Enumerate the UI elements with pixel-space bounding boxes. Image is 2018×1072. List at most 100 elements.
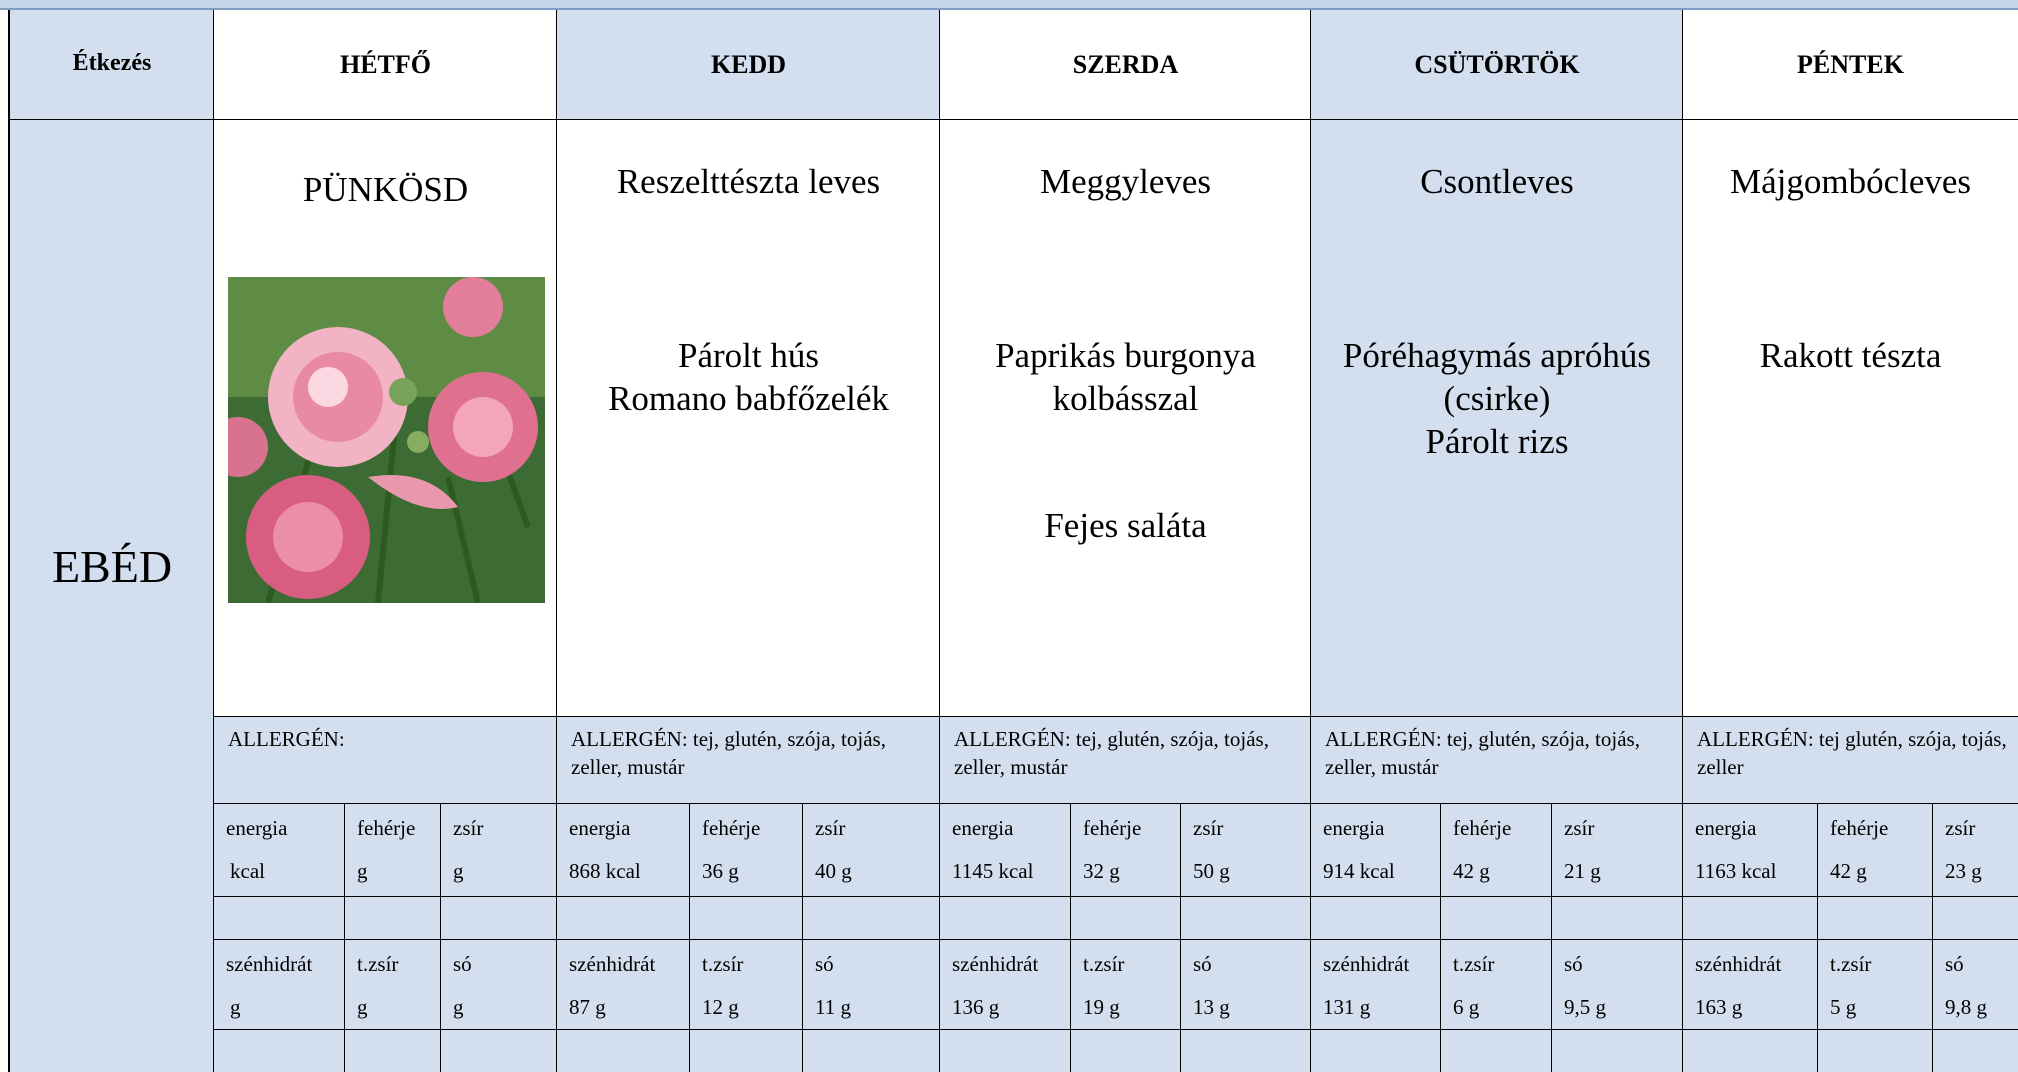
nutrition-cell: [690, 897, 803, 940]
soup: Reszelttészta leves: [616, 162, 881, 201]
nutrition-cell: [1181, 897, 1311, 940]
nutrition-cell: [214, 1030, 345, 1072]
nutrition-cell: [441, 940, 557, 1030]
left-border: [8, 10, 10, 1072]
nutrition-cell: [1441, 804, 1552, 897]
day-header: SZERDA: [1072, 50, 1179, 79]
nutrition-cell: [1311, 897, 1441, 940]
nutrition-cell: [1181, 804, 1311, 897]
nutrient-label: fehérje: [357, 816, 416, 840]
allergen: ALLERGÉN:: [228, 727, 345, 751]
nutrient-value: 13 g: [1193, 995, 1230, 1019]
nutrition-cell: [1071, 897, 1181, 940]
nutrition-cell: [1552, 940, 1683, 1030]
nutrient-label: zsír: [815, 816, 846, 840]
nutrient-value: 136 g: [952, 995, 1000, 1019]
meal-header: Étkezés: [72, 50, 152, 76]
nutrition-cell: [345, 897, 441, 940]
nutrient-value: 9,8 g: [1945, 995, 1987, 1019]
header-cell: [214, 10, 557, 120]
nutrition-cell: [214, 940, 345, 1030]
nutrient-value: 21 g: [1564, 859, 1601, 883]
nutrient-label: t.zsír: [1453, 952, 1495, 976]
meal-name: EBÉD: [51, 541, 173, 592]
nutrient-value: 87 g: [569, 995, 606, 1019]
nutrition-cell: [1818, 1030, 1933, 1072]
nutrient-label: zsír: [1193, 816, 1224, 840]
main-dish: Párolt hús: [678, 336, 819, 375]
allergen-cell: [940, 717, 1311, 804]
nutrition-cell: [1441, 940, 1552, 1030]
nutrient-value: 11 g: [815, 995, 851, 1019]
nutrition-cell: [940, 804, 1071, 897]
nutrient-label: energia: [1323, 816, 1385, 840]
nutrition-cell: [1311, 940, 1441, 1030]
nutrient-value: 1145 kcal: [952, 859, 1034, 883]
header-cell: [557, 10, 940, 120]
nutrient-label: zsír: [453, 816, 484, 840]
nutrient-label: fehérje: [702, 816, 761, 840]
soup: PÜNKÖSD: [302, 170, 469, 209]
nutrient-label: só: [815, 952, 834, 976]
soup: Májgombócleves: [1729, 162, 1972, 201]
nutrition-cell: [1818, 804, 1933, 897]
nutrient-label: szénhidrát: [952, 952, 1039, 976]
nutrition-cell: [214, 897, 345, 940]
nutrient-value: 32 g: [1083, 859, 1120, 883]
nutrition-cell: [1933, 940, 2018, 1030]
nutrition-cell: [345, 804, 441, 897]
nutrition-cell: [1181, 940, 1311, 1030]
menu-cell: [557, 120, 940, 717]
nutrient-value: 12 g: [702, 995, 739, 1019]
top-strip: [0, 0, 2018, 10]
main-dish: Rakott tészta: [1759, 336, 1942, 375]
main-dish: Romano babfőzelék: [608, 379, 889, 418]
nutrient-label: szénhidrát: [1323, 952, 1410, 976]
nutrient-value: 131 g: [1323, 995, 1371, 1019]
nutrition-cell: [1683, 804, 1818, 897]
nutrition-cell: [557, 940, 690, 1030]
nutrient-value: 9,5 g: [1564, 995, 1606, 1019]
nutrition-cell: [690, 940, 803, 1030]
nutrition-cell: [1441, 897, 1552, 940]
nutrient-value: 36 g: [702, 859, 739, 883]
nutrition-cell: [345, 940, 441, 1030]
nutrient-value: 5 g: [1830, 995, 1857, 1019]
soup: Meggyleves: [1039, 162, 1212, 201]
nutrition-cell: [214, 804, 345, 897]
allergen: ALLERGÉN: tej, glutén, szója, tojás, zel…: [1325, 727, 1640, 779]
allergen-cell: [557, 717, 940, 804]
nutrition-cell: [441, 897, 557, 940]
nutrition-cell: [1683, 897, 1818, 940]
nutrient-value: 23 g: [1945, 859, 1982, 883]
allergen-cell: [1311, 717, 1683, 804]
nutrient-label: zsír: [1564, 816, 1595, 840]
nutrient-label: só: [1945, 952, 1964, 976]
nutrient-value: 6 g: [1453, 995, 1480, 1019]
nutrition-cell: [1181, 1030, 1311, 1072]
nutrition-cell: [940, 940, 1071, 1030]
nutrition-cell: [1818, 897, 1933, 940]
nutrition-cell: [345, 1030, 441, 1072]
allergen-cell: [1683, 717, 2018, 804]
nutrient-value: 1163 kcal: [1695, 859, 1777, 883]
day-header: CSÜTÖRTÖK: [1414, 50, 1580, 79]
nutrition-cell: [1071, 940, 1181, 1030]
nutrition-cell: [803, 1030, 940, 1072]
menu-cell: [1683, 120, 2018, 717]
nutrition-cell: [1071, 1030, 1181, 1072]
nutrition-cell: [1933, 1030, 2018, 1072]
nutrient-label: energia: [952, 816, 1014, 840]
nutrient-value: 163 g: [1695, 995, 1743, 1019]
nutrition-cell: [441, 1030, 557, 1072]
nutrient-label: só: [1564, 952, 1583, 976]
nutrition-cell: [557, 1030, 690, 1072]
nutrient-label: t.zsír: [1083, 952, 1125, 976]
nutrient-label: só: [453, 952, 472, 976]
nutrient-value: g: [230, 995, 241, 1019]
nutrient-label: só: [1193, 952, 1212, 976]
nutrient-label: szénhidrát: [1695, 952, 1782, 976]
soup: Csontleves: [1420, 162, 1574, 201]
nutrition-cell: [1683, 940, 1818, 1030]
